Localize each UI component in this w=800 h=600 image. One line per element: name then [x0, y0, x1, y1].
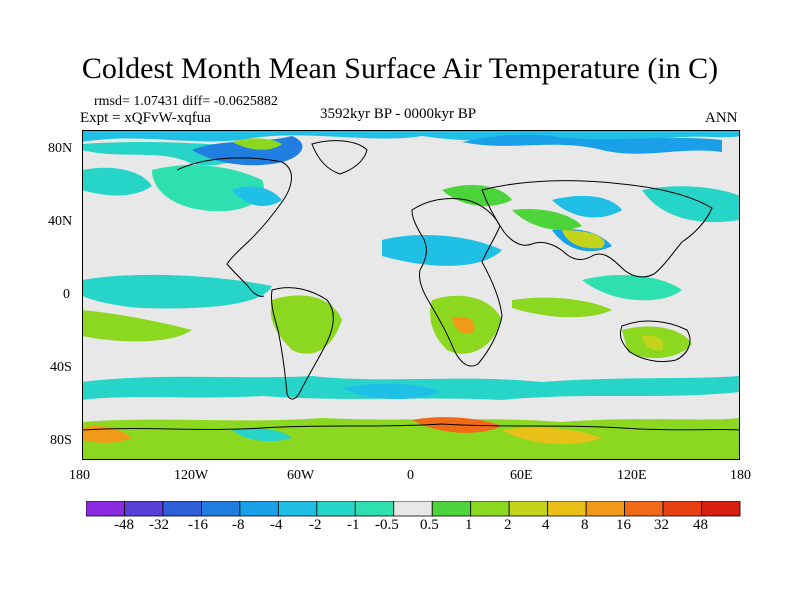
colorbar-swatch [239, 501, 279, 517]
colorbar-swatch [86, 501, 125, 517]
colorbar-label: -2 [309, 517, 322, 533]
lon-label-180w: 180 [69, 468, 90, 483]
colorbar-label: -8 [232, 517, 245, 533]
season-label: ANN [705, 110, 738, 126]
lon-label-120e: 120E [617, 468, 647, 483]
colorbar-label: 1 [465, 517, 473, 533]
lat-label-40s: 40S [50, 360, 72, 375]
colorbar-label: -4 [270, 517, 283, 533]
lon-label-60e: 60E [510, 468, 533, 483]
colorbar-swatch [585, 501, 625, 517]
lon-label-180e: 180 [730, 468, 751, 483]
colorbar-label: 32 [654, 517, 669, 533]
lat-label-80n: 80N [48, 141, 73, 156]
colorbar-swatch [393, 501, 433, 517]
lon-label-120w: 120W [174, 468, 209, 483]
colorbar-label: 8 [581, 517, 589, 533]
coastlines [82, 140, 740, 431]
colorbar-swatch [201, 501, 241, 517]
stats-text: rmsd= 1.07431 diff= -0.0625882 [94, 94, 278, 109]
colorbar-label: -0.5 [375, 517, 399, 533]
lat-label-40n: 40N [48, 214, 73, 229]
colorbar-swatch [162, 501, 202, 517]
colorbar [86, 501, 741, 517]
colorbar-label: -16 [188, 517, 208, 533]
colorbar-label: 4 [542, 517, 550, 533]
lon-label-60w: 60W [287, 468, 315, 483]
period-label: 3592kyr BP - 0000kyr BP [320, 106, 477, 122]
colorbar-swatch [662, 501, 702, 517]
lat-label-80s: 80S [50, 433, 72, 448]
colorbar-label: 0.5 [420, 517, 439, 533]
world-map [82, 130, 740, 460]
colorbar-label: 48 [693, 517, 708, 533]
lon-label-0: 0 [407, 468, 414, 483]
lat-label-0: 0 [63, 287, 70, 302]
colorbar-swatch [508, 501, 549, 517]
experiment-label: Expt = xQFvW-xqfua [80, 110, 211, 126]
colorbar-label: -1 [347, 517, 360, 533]
colorbar-label: 16 [616, 517, 631, 533]
colorbar-label: -32 [149, 517, 169, 533]
colorbar-swatch [624, 501, 664, 517]
colorbar-swatch [354, 501, 395, 517]
colorbar-swatch [316, 501, 356, 517]
colorbar-label: 2 [504, 517, 512, 533]
colorbar-swatch [431, 501, 472, 517]
colorbar-swatch [470, 501, 510, 517]
map-title: Coldest Month Mean Surface Air Temperatu… [81, 52, 719, 85]
colorbar-swatch [124, 501, 164, 517]
colorbar-swatch [701, 501, 741, 517]
colorbar-label: -48 [114, 517, 134, 533]
colorbar-swatch [547, 501, 587, 517]
map-frame [82, 130, 740, 460]
colorbar-swatch [277, 501, 318, 517]
anomaly-fields [82, 130, 740, 460]
